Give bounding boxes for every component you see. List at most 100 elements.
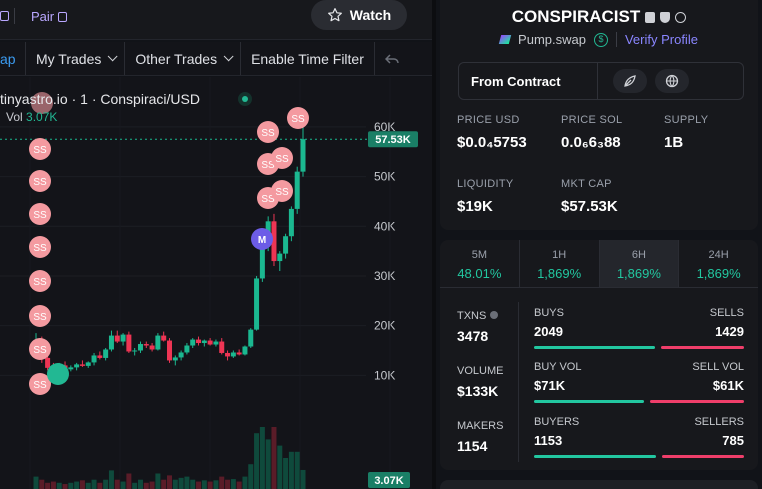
buy-vol-label: BUY VOL — [534, 361, 582, 373]
stat-liquidity: LIQUIDITY $19K — [457, 178, 514, 215]
sell-vol-label: SELL VOL — [692, 361, 744, 373]
volume-bar — [288, 451, 294, 489]
swap-tab[interactable]: ap — [0, 42, 26, 75]
sellers-label: SELLERS — [694, 416, 744, 428]
volume-badge-label: 3.07K — [374, 475, 403, 487]
from-contract-box[interactable]: From Contract — [458, 62, 744, 100]
buys-value: 2049 — [534, 324, 563, 339]
buyers-value: 1153 — [534, 433, 563, 448]
trade-marker-label: SS — [33, 312, 47, 323]
trade-marker — [29, 338, 51, 360]
token-name: CONSPIRACIST — [511, 7, 641, 26]
verify-profile-link[interactable]: Verify Profile — [615, 32, 698, 47]
tab-value: 1,869% — [537, 266, 582, 281]
y-tick-label: 20K — [374, 319, 395, 333]
volume-stat-label: VOLUME — [457, 365, 504, 377]
trade-marker — [271, 147, 293, 169]
volume-bar — [184, 476, 190, 489]
volume-bar — [201, 480, 207, 489]
volume-bar — [161, 479, 167, 489]
candle-body — [68, 367, 74, 370]
trade-marker-label: SS — [33, 277, 47, 288]
candle-body — [248, 329, 254, 347]
undo-button[interactable] — [375, 42, 409, 75]
volume-stat-value: $133K — [457, 383, 499, 399]
volume-label: Vol — [6, 110, 23, 124]
tab-label: 24H — [708, 249, 729, 261]
other-trades-dropdown[interactable]: Other Trades — [125, 42, 242, 75]
makers-label: MAKERS — [457, 420, 504, 432]
candle-body — [277, 253, 283, 262]
solana-icon — [498, 35, 512, 44]
volume-bar — [68, 482, 74, 489]
trade-marker-label: SS — [275, 187, 289, 198]
tab-6h[interactable]: 6H 1,869% — [599, 240, 680, 287]
shield-icon[interactable] — [660, 11, 671, 23]
stat-market-cap: MKT CAP $57.53K — [561, 178, 618, 215]
trade-marker — [29, 270, 51, 292]
txns-value: 3478 — [457, 328, 489, 344]
watch-button[interactable]: Watch — [311, 0, 407, 30]
stat-price-sol: PRICE SOL 0.0₆6₃88 — [561, 114, 622, 151]
trade-marker-label: SS — [261, 128, 275, 139]
my-trades-dropdown[interactable]: My Trades — [26, 42, 126, 75]
volume-bar — [236, 481, 242, 489]
buy-sell-volume-row: BUY VOL SELL VOL $71K $61K — [534, 361, 744, 403]
candle-body — [132, 350, 138, 352]
trade-marker-label: SS — [261, 194, 275, 205]
tab-1h[interactable]: 1H 1,869% — [520, 240, 600, 287]
copy-icon[interactable] — [0, 9, 9, 24]
candlestick-chart[interactable]: 60K50K40K30K20K10KSSSSSSSSSSSSSSSSSSSSSS… — [0, 77, 432, 489]
tab-24h[interactable]: 24H 1,869% — [679, 240, 758, 287]
candle-body — [219, 341, 225, 353]
copy-icon[interactable] — [58, 11, 68, 22]
volume-bar — [85, 482, 91, 489]
buy-vol-value: $71K — [534, 378, 566, 393]
makers-value: 1154 — [457, 438, 488, 454]
trade-marker-label: SS — [291, 114, 305, 125]
y-tick-label: 30K — [374, 269, 395, 283]
volume-bar — [265, 439, 271, 489]
stat-label: SUPPLY — [664, 114, 709, 126]
candle-body — [225, 352, 231, 357]
y-tick-label: 50K — [374, 170, 395, 184]
candle-body — [190, 339, 196, 346]
leaf-button[interactable] — [613, 69, 647, 93]
time-filter-toggle[interactable]: Enable Time Filter — [241, 42, 375, 75]
buy-vol-bar-fill — [534, 400, 644, 403]
buys-label: BUYS — [534, 307, 564, 319]
volume-bar — [277, 445, 283, 489]
volume-bar — [97, 482, 103, 489]
my-trades-label: My Trades — [36, 50, 102, 67]
sell-vol-bar-fill — [649, 400, 744, 403]
candle-body — [271, 221, 277, 262]
candle-body — [126, 334, 132, 352]
globe-button[interactable] — [655, 69, 689, 93]
volume-bar — [242, 476, 248, 489]
next-panel — [440, 480, 758, 489]
stat-price-usd: PRICE USD $0.0₄5753 — [457, 114, 527, 151]
candle-body — [178, 352, 184, 358]
search-icon[interactable] — [675, 11, 687, 23]
globe-icon — [665, 74, 679, 88]
trade-marker — [29, 203, 51, 225]
txns-stat: TXNS 3478 — [457, 310, 499, 344]
candle-body — [294, 171, 300, 209]
info-icon[interactable] — [490, 311, 499, 319]
candle-body — [207, 340, 213, 345]
candle-body — [108, 335, 114, 350]
copy-icon[interactable] — [645, 11, 656, 23]
volume-bar — [45, 482, 51, 489]
candle-body — [167, 340, 172, 361]
trade-marker-label: SS — [33, 243, 47, 254]
volume-bar — [126, 473, 132, 489]
volume-bar — [196, 481, 202, 489]
platform-icon — [47, 363, 69, 385]
candle-body — [213, 341, 219, 345]
tab-5m[interactable]: 5M 48.01% — [440, 240, 520, 287]
candle-body — [184, 345, 190, 353]
pair-link[interactable]: Pair — [31, 9, 68, 24]
volume-value: 3.07K — [26, 110, 58, 124]
price-chart[interactable]: 60K 50K 40K 30K 20K 10K SS SS SS SS SS SS SS SS SS SS SS… — [0, 77, 432, 489]
